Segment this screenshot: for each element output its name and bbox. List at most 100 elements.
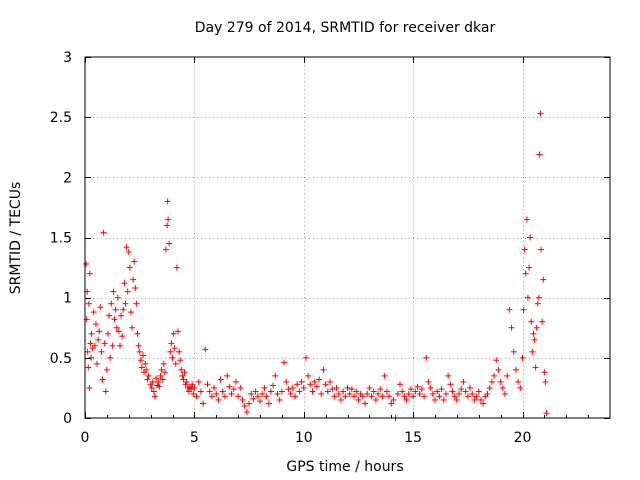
x-tick-label: 5 bbox=[190, 430, 199, 446]
data-point bbox=[134, 330, 141, 337]
data-point bbox=[368, 393, 375, 400]
data-point bbox=[403, 396, 410, 403]
data-point bbox=[191, 384, 198, 391]
data-point bbox=[298, 378, 305, 385]
y-tick-label: 1 bbox=[63, 291, 72, 307]
data-point bbox=[533, 324, 540, 331]
data-point bbox=[215, 396, 222, 403]
data-point bbox=[313, 383, 320, 390]
data-point bbox=[327, 378, 333, 385]
data-point bbox=[200, 400, 207, 407]
data-point bbox=[123, 244, 130, 251]
data-point bbox=[442, 390, 449, 397]
data-point bbox=[226, 383, 233, 390]
data-point bbox=[88, 330, 95, 337]
data-point bbox=[92, 321, 99, 328]
data-point bbox=[540, 276, 547, 283]
data-point bbox=[189, 381, 196, 388]
data-point bbox=[106, 312, 113, 319]
data-point bbox=[517, 384, 524, 391]
data-point bbox=[206, 388, 213, 395]
data-point bbox=[536, 151, 543, 158]
data-point bbox=[94, 360, 101, 367]
data-point bbox=[477, 396, 484, 403]
data-point bbox=[96, 328, 103, 335]
data-point bbox=[278, 388, 285, 395]
data-point bbox=[250, 395, 257, 402]
data-point bbox=[84, 348, 91, 355]
data-point bbox=[495, 366, 502, 373]
data-point bbox=[530, 330, 537, 337]
data-point bbox=[499, 384, 506, 391]
chart-title: Day 279 of 2014, SRMTID for receiver dka… bbox=[195, 20, 496, 36]
data-point bbox=[162, 246, 169, 253]
data-point bbox=[230, 386, 237, 393]
data-point bbox=[429, 390, 436, 397]
data-point bbox=[153, 375, 160, 382]
data-point bbox=[174, 328, 181, 335]
data-point bbox=[488, 378, 495, 385]
data-point bbox=[508, 324, 515, 331]
data-point bbox=[541, 369, 548, 376]
data-point bbox=[458, 386, 465, 393]
data-point bbox=[137, 357, 144, 364]
data-point bbox=[149, 378, 156, 385]
data-point bbox=[239, 396, 246, 403]
data-point bbox=[135, 342, 142, 349]
data-point bbox=[237, 384, 244, 391]
data-point bbox=[377, 386, 384, 393]
data-point bbox=[526, 264, 533, 271]
x-axis-label: GPS time / hours bbox=[286, 459, 403, 475]
data-point bbox=[520, 306, 527, 313]
data-point bbox=[104, 330, 111, 337]
data-point bbox=[181, 369, 188, 376]
axis-ticks: 0 0.5 1 1.5 2 2.5 3 0 5 10 15 20 bbox=[50, 50, 610, 446]
data-point bbox=[183, 378, 190, 385]
data-point bbox=[252, 388, 259, 395]
data-point bbox=[302, 354, 309, 361]
data-point bbox=[270, 382, 277, 389]
data-point bbox=[101, 340, 108, 347]
data-point bbox=[90, 309, 97, 316]
data-point bbox=[292, 393, 298, 400]
data-point bbox=[340, 388, 347, 395]
data-point bbox=[447, 381, 454, 388]
data-point bbox=[421, 393, 428, 400]
data-point bbox=[173, 264, 180, 271]
data-point bbox=[161, 369, 168, 376]
data-point bbox=[438, 386, 445, 393]
data-point bbox=[410, 393, 417, 400]
data-point bbox=[305, 372, 312, 379]
data-point bbox=[164, 222, 171, 229]
data-point bbox=[471, 396, 478, 403]
data-point bbox=[235, 393, 242, 400]
data-point bbox=[287, 390, 294, 397]
data-point bbox=[100, 229, 107, 236]
data-point bbox=[124, 288, 131, 295]
data-point bbox=[91, 342, 98, 349]
data-point bbox=[168, 340, 175, 347]
data-point bbox=[425, 378, 432, 385]
data-point bbox=[167, 348, 174, 355]
data-point bbox=[372, 396, 379, 403]
data-point bbox=[519, 354, 526, 361]
data-point bbox=[528, 318, 535, 325]
data-point bbox=[401, 393, 408, 400]
data-point bbox=[537, 110, 544, 117]
data-point bbox=[121, 280, 128, 287]
y-tick-label: 0 bbox=[63, 411, 72, 427]
data-point bbox=[322, 381, 329, 388]
data-point bbox=[111, 316, 118, 323]
x-tick-label: 15 bbox=[404, 430, 422, 446]
data-point bbox=[453, 396, 460, 403]
data-point bbox=[85, 364, 92, 371]
data-point bbox=[359, 393, 366, 400]
data-point bbox=[383, 388, 390, 395]
data-point bbox=[440, 396, 447, 403]
data-point bbox=[158, 366, 165, 373]
data-point bbox=[538, 246, 545, 253]
data-points bbox=[83, 110, 550, 421]
data-point bbox=[289, 384, 296, 391]
data-point bbox=[95, 336, 102, 343]
data-point bbox=[535, 294, 542, 301]
